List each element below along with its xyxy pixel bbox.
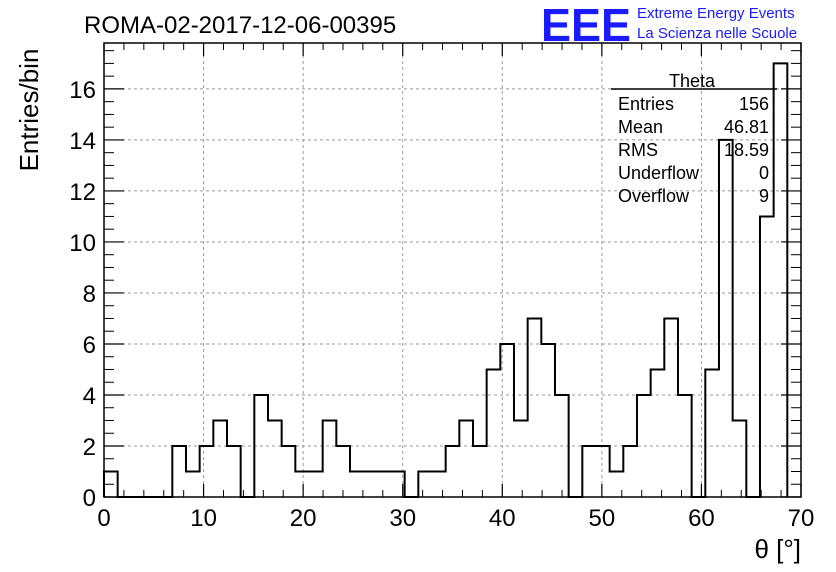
histogram-series xyxy=(103,62,789,498)
x-tick-label: 50 xyxy=(589,505,616,532)
stats-label-rms: RMS xyxy=(618,140,658,160)
y-tick-label: 12 xyxy=(69,179,96,206)
stats-value-entries: 156 xyxy=(739,94,769,114)
stats-label-entries: Entries xyxy=(618,94,674,114)
stats-box-title: Theta xyxy=(669,71,716,91)
y-tick-label: 16 xyxy=(69,77,96,104)
y-tick-label: 10 xyxy=(69,230,96,257)
y-tick-label: 6 xyxy=(83,332,96,359)
stats-value-overflow: 9 xyxy=(759,186,769,206)
x-tick-label: 40 xyxy=(489,505,516,532)
x-tick-label: 0 xyxy=(97,505,110,532)
stats-label-mean: Mean xyxy=(618,117,663,137)
x-axis-ticks: 0 10 20 30 40 50 60 70 xyxy=(97,43,814,532)
grid-lines xyxy=(104,43,801,497)
stats-value-rms: 18.59 xyxy=(724,140,769,160)
eee-logo-mark: EEE xyxy=(541,0,631,51)
x-axis-label: θ [°] xyxy=(754,534,801,564)
y-tick-label: 2 xyxy=(83,434,96,461)
stats-value-mean: 46.81 xyxy=(724,117,769,137)
y-tick-label: 8 xyxy=(83,281,96,308)
y-tick-label: 0 xyxy=(83,485,96,512)
x-tick-label: 30 xyxy=(389,505,416,532)
x-tick-label: 10 xyxy=(190,505,217,532)
x-tick-label: 70 xyxy=(788,505,815,532)
x-tick-label: 20 xyxy=(290,505,317,532)
y-tick-label: 4 xyxy=(83,383,96,410)
x-tick-label: 60 xyxy=(688,505,715,532)
y-axis-ticks: 0 2 4 6 8 10 12 14 16 xyxy=(69,50,801,512)
y-axis-label: Entries/bin xyxy=(14,49,44,172)
logo-line-2: La Scienza nelle Scuole xyxy=(637,25,797,42)
stats-label-overflow: Overflow xyxy=(618,186,690,206)
stats-box: Theta Entries 156 Mean 46.81 RMS 18.59 U… xyxy=(611,71,777,206)
stats-value-underflow: 0 xyxy=(759,163,769,183)
y-tick-label: 14 xyxy=(69,128,96,155)
chart-title: ROMA-02-2017-12-06-00395 xyxy=(84,12,396,39)
eee-logo: EEE Extreme Energy Events La Scienza nel… xyxy=(541,0,797,51)
plot-frame xyxy=(103,42,802,498)
logo-line-1: Extreme Energy Events xyxy=(637,5,795,22)
stats-label-underflow: Underflow xyxy=(618,163,700,183)
